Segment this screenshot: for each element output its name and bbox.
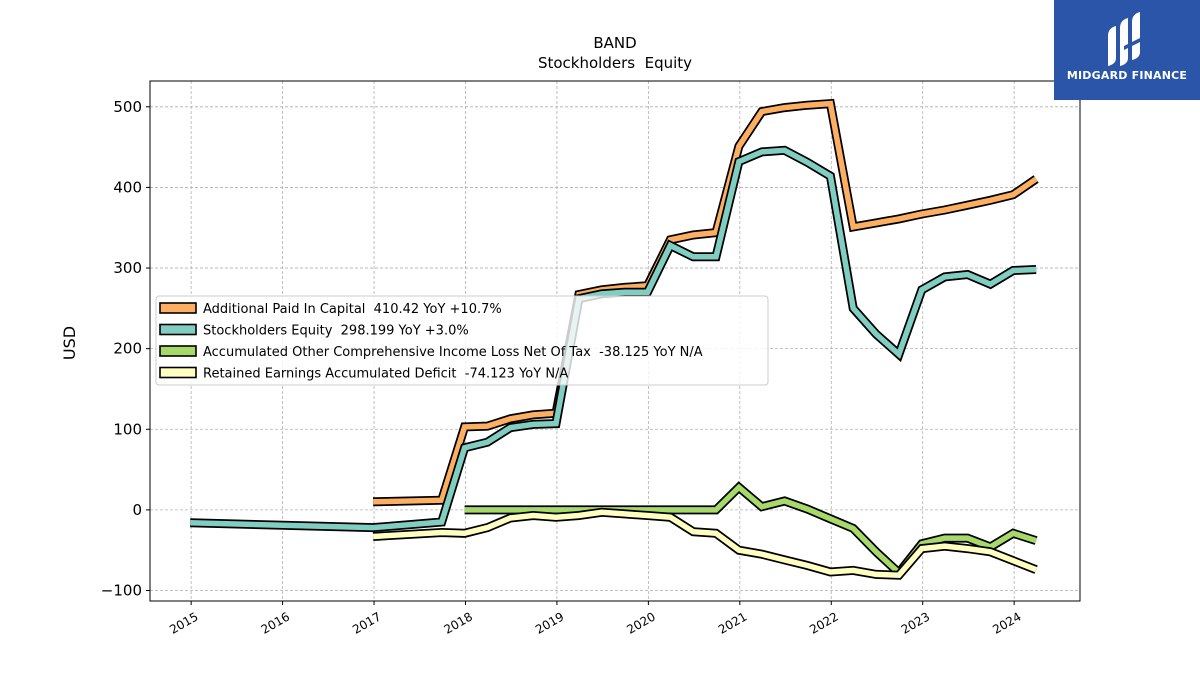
chart-subtitle: Stockholders Equity [538,54,692,72]
brand-name: MIDGARD FINANCE [1066,69,1188,82]
legend-swatch [159,366,197,379]
x-tick-label: 2018 [442,609,475,636]
series-2-line [190,147,1037,531]
legend-label: Stockholders Equity 298.199 YoY +3.0% [203,324,469,339]
x-tick-label: 2016 [259,609,292,636]
y-tick-label: −100 [101,582,142,600]
y-axis-label: USD [60,326,79,360]
legend-swatch [159,302,197,314]
y-tick-label: 400 [113,178,142,196]
series-layer [190,98,1039,580]
x-tick-label: 2017 [350,609,383,636]
series-4-line [372,509,1038,578]
x-tick-label: 2015 [167,609,200,636]
y-tick-label: 200 [113,340,142,358]
legend-swatch [159,323,197,336]
legend: Additional Paid In Capital 410.42 YoY +1… [155,295,769,386]
x-tick-label: 2022 [807,609,840,636]
legend-swatch [159,345,197,357]
x-tick-label: 2024 [990,609,1023,636]
legend-label: Additional Paid In Capital 410.42 YoY +1… [203,302,502,317]
y-tick-label: 300 [113,259,142,277]
x-tick-label: 2020 [624,609,657,636]
plot-frame [149,80,1081,602]
x-tick-label: 2023 [899,609,932,636]
legend-label: Retained Earnings Accumulated Deficit -7… [203,367,568,382]
legend-box [155,295,769,386]
legend-label: Accumulated Other Comprehensive Income L… [203,345,703,360]
series-3-line [464,483,1037,577]
chart-title: BAND [593,34,636,52]
y-tick-label: 0 [132,501,142,519]
brand-mark-icon [1108,12,1144,66]
brand-logo: MIDGARD FINANCE [1054,0,1200,100]
y-tick-label: 100 [113,420,142,438]
x-tick-label: 2019 [533,609,566,636]
y-tick-label: 500 [113,98,142,116]
series-1-line [373,100,1038,505]
x-tick-label: 2021 [716,609,749,636]
